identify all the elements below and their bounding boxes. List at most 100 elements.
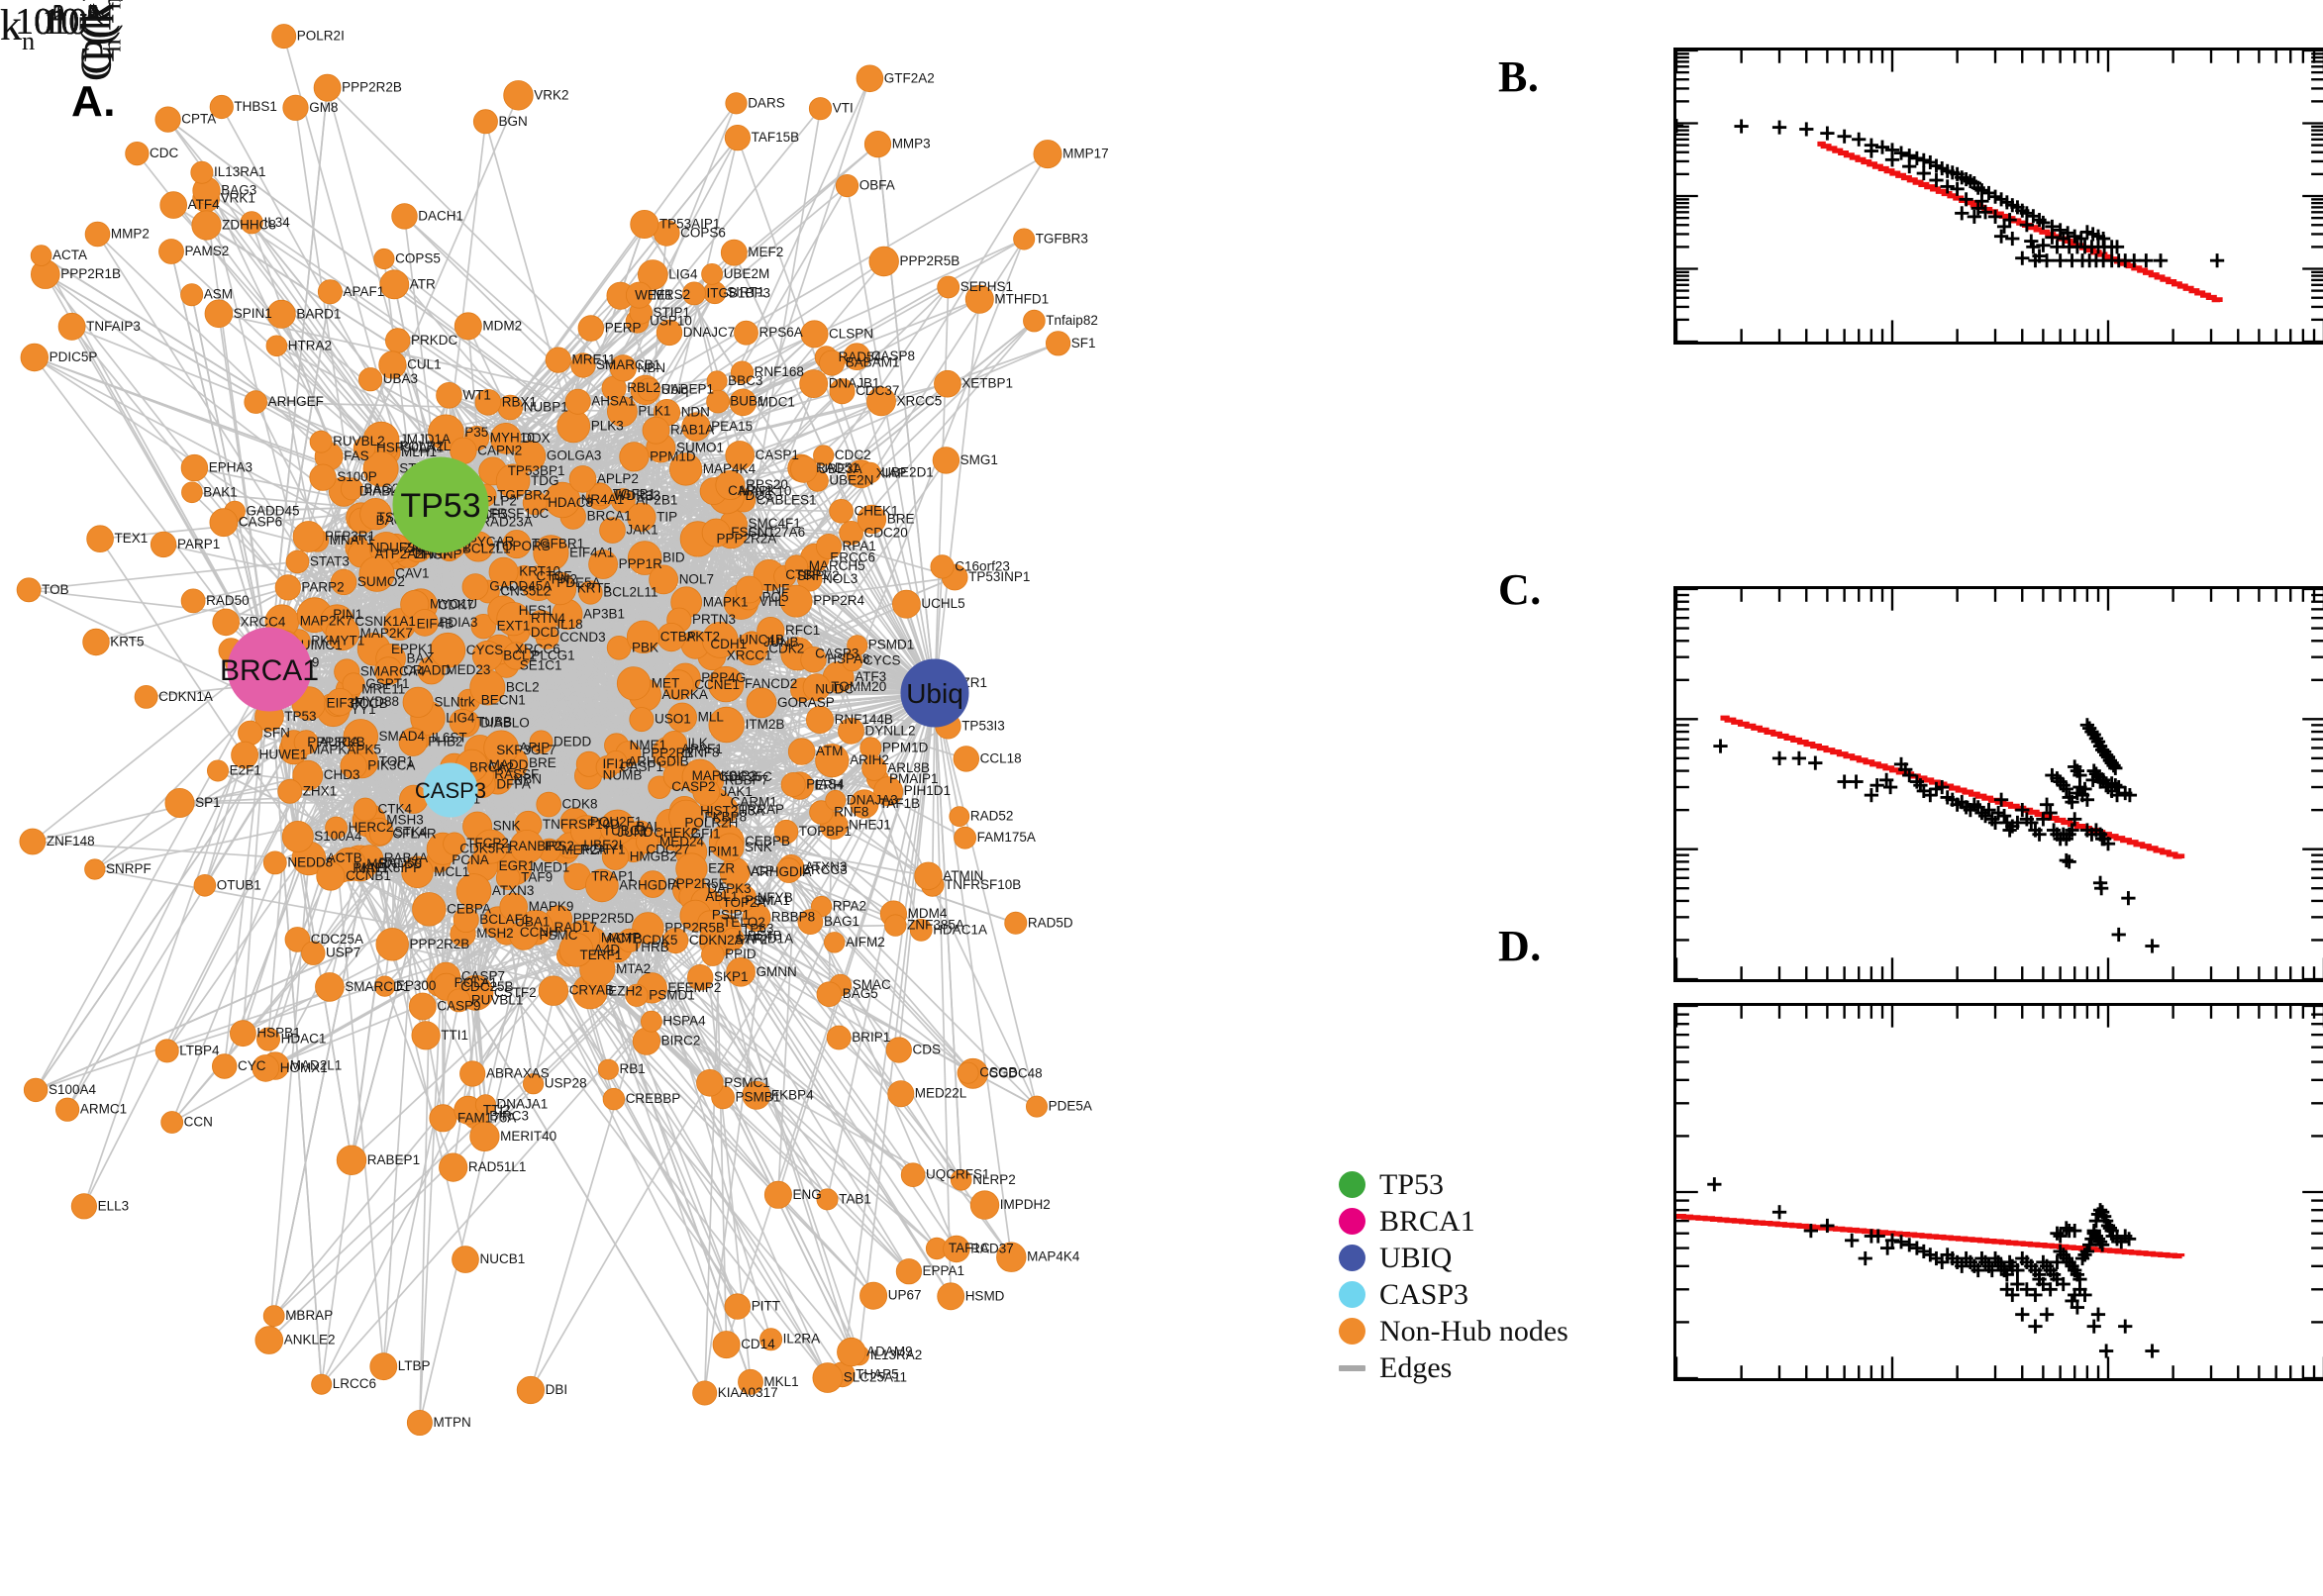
svg-text:SLC25A11: SLC25A11 bbox=[844, 1370, 907, 1385]
svg-text:SLNtrk: SLNtrk bbox=[434, 694, 475, 709]
svg-text:THBS1: THBS1 bbox=[234, 99, 277, 114]
data-markers bbox=[1707, 1177, 2160, 1358]
svg-text:EZR: EZR bbox=[708, 861, 735, 876]
svg-text:SPIN1: SPIN1 bbox=[234, 306, 272, 321]
svg-text:HUWE1: HUWE1 bbox=[259, 748, 308, 762]
node-swatch-icon bbox=[1339, 1171, 1365, 1198]
svg-text:UNC4B: UNC4B bbox=[739, 632, 784, 647]
svg-text:GMNN: GMNN bbox=[757, 964, 797, 979]
svg-text:PPP2R4: PPP2R4 bbox=[813, 593, 864, 608]
svg-text:SNRPF: SNRPF bbox=[106, 861, 152, 876]
svg-text:DACH1: DACH1 bbox=[418, 208, 463, 223]
svg-text:EP300: EP300 bbox=[396, 978, 437, 993]
node-swatch-icon bbox=[1339, 1281, 1365, 1308]
svg-text:PPP2R1B: PPP2R1B bbox=[60, 266, 121, 281]
hub-label-casp3: CASP3 bbox=[415, 778, 486, 803]
hub-label-tp53: TP53 bbox=[400, 487, 480, 525]
svg-text:TAB1: TAB1 bbox=[839, 1191, 871, 1206]
svg-text:PPP2R2B: PPP2R2B bbox=[342, 80, 402, 95]
svg-text:XRCC4: XRCC4 bbox=[241, 614, 286, 629]
svg-text:CCNB1: CCNB1 bbox=[346, 868, 391, 883]
svg-text:UCHL5: UCHL5 bbox=[921, 596, 964, 611]
svg-text:MYD88: MYD88 bbox=[354, 694, 399, 709]
svg-text:USP7: USP7 bbox=[326, 946, 360, 960]
svg-text:UQCRFS1: UQCRFS1 bbox=[926, 1167, 990, 1182]
svg-text:HDAC8: HDAC8 bbox=[548, 495, 593, 510]
svg-text:TOMM20: TOMM20 bbox=[831, 679, 886, 694]
edge-swatch-icon bbox=[1339, 1364, 1365, 1371]
svg-text:AHSA1: AHSA1 bbox=[591, 394, 635, 409]
svg-text:PSMA1: PSMA1 bbox=[745, 893, 790, 908]
panel-c-axes-frame bbox=[1673, 586, 2323, 982]
svg-text:CPTA: CPTA bbox=[181, 112, 216, 127]
hub-label-brca1: BRCA1 bbox=[220, 654, 319, 687]
svg-text:BID: BID bbox=[662, 550, 685, 565]
svg-text:FSCN1: FSCN1 bbox=[731, 525, 774, 540]
svg-text:RTN4: RTN4 bbox=[531, 611, 566, 626]
svg-text:MAP4K4: MAP4K4 bbox=[1027, 1249, 1080, 1264]
y-tick-label: 100 bbox=[50, 0, 99, 43]
svg-text:UBA3: UBA3 bbox=[383, 371, 418, 386]
svg-text:MSH2: MSH2 bbox=[476, 926, 514, 941]
svg-text:EPHA3: EPHA3 bbox=[209, 460, 252, 475]
svg-text:S100P: S100P bbox=[337, 469, 377, 484]
svg-text:RPS6A: RPS6A bbox=[759, 325, 803, 340]
svg-text:VTI: VTI bbox=[833, 101, 854, 116]
network-nodes bbox=[16, 24, 1071, 1437]
svg-text:ITM2B: ITM2B bbox=[746, 717, 785, 732]
svg-text:CDKN1A: CDKN1A bbox=[158, 689, 213, 704]
svg-text:EXT1: EXT1 bbox=[497, 619, 531, 634]
svg-text:ATR: ATR bbox=[410, 276, 436, 291]
svg-text:CRADD: CRADD bbox=[403, 663, 451, 678]
y-tick-label: 10-2 bbox=[42, 0, 99, 43]
svg-text:ARIH2: ARIH2 bbox=[850, 752, 889, 767]
data-markers bbox=[1713, 718, 2160, 953]
y-axis-title: Cn(kn) bbox=[71, 0, 127, 81]
x-tick-label: 103 bbox=[15, 0, 64, 43]
power-law-fit-line bbox=[1676, 1214, 2185, 1259]
svg-text:GADD45A: GADD45A bbox=[489, 579, 552, 594]
svg-text:ATF4: ATF4 bbox=[188, 197, 220, 212]
svg-text:PPM1D: PPM1D bbox=[882, 740, 929, 754]
svg-text:ITGB1BP3: ITGB1BP3 bbox=[707, 285, 771, 300]
svg-text:TAF1B: TAF1B bbox=[879, 796, 920, 811]
svg-text:TFCP2: TFCP2 bbox=[466, 836, 509, 850]
svg-text:PARP1: PARP1 bbox=[177, 537, 220, 551]
svg-text:TELO2: TELO2 bbox=[723, 915, 765, 930]
svg-text:CYCS: CYCS bbox=[466, 643, 504, 657]
svg-text:FAM175A: FAM175A bbox=[977, 830, 1036, 845]
x-tick-label: 101 bbox=[15, 0, 64, 43]
svg-text:SNK: SNK bbox=[745, 840, 772, 854]
svg-text:HMGB2: HMGB2 bbox=[630, 848, 677, 863]
svg-text:DCD: DCD bbox=[531, 625, 559, 640]
svg-text:JAK1: JAK1 bbox=[721, 784, 753, 799]
svg-text:CDC2: CDC2 bbox=[835, 448, 871, 462]
svg-text:OBFA: OBFA bbox=[859, 178, 895, 193]
svg-text:TGFBR2: TGFBR2 bbox=[497, 487, 550, 502]
svg-text:GOLGA3: GOLGA3 bbox=[547, 449, 602, 463]
svg-text:ARMC1: ARMC1 bbox=[80, 1102, 127, 1117]
svg-text:MBRAP: MBRAP bbox=[285, 1308, 333, 1323]
svg-text:STAT3: STAT3 bbox=[310, 553, 350, 568]
svg-text:PEA15: PEA15 bbox=[711, 419, 753, 434]
svg-text:FKBP8: FKBP8 bbox=[704, 810, 747, 825]
svg-text:MED22L: MED22L bbox=[915, 1086, 967, 1101]
svg-text:CDC25A: CDC25A bbox=[311, 932, 363, 947]
svg-text:EPPA1: EPPA1 bbox=[923, 1263, 965, 1278]
svg-text:BAK1: BAK1 bbox=[203, 484, 238, 499]
svg-text:PFP3R1: PFP3R1 bbox=[325, 529, 375, 544]
svg-text:CDK8: CDK8 bbox=[562, 797, 598, 812]
svg-text:SF1: SF1 bbox=[1071, 336, 1096, 350]
svg-text:UIMC1: UIMC1 bbox=[301, 638, 343, 652]
svg-text:PDE5A: PDE5A bbox=[1049, 1099, 1092, 1114]
svg-text:NDN: NDN bbox=[681, 405, 710, 420]
svg-text:PPP2R5B: PPP2R5B bbox=[900, 253, 960, 268]
svg-text:RFC1: RFC1 bbox=[785, 623, 820, 638]
y-tick-label: 10-2 bbox=[42, 0, 99, 43]
svg-text:RAD50: RAD50 bbox=[206, 593, 250, 608]
svg-text:TEX1: TEX1 bbox=[115, 531, 149, 546]
svg-text:CFLAR: CFLAR bbox=[392, 827, 437, 842]
svg-text:PPID: PPID bbox=[725, 947, 757, 961]
svg-text:BCL2L11: BCL2L11 bbox=[603, 584, 657, 599]
svg-text:TP53I3: TP53I3 bbox=[961, 718, 1005, 733]
